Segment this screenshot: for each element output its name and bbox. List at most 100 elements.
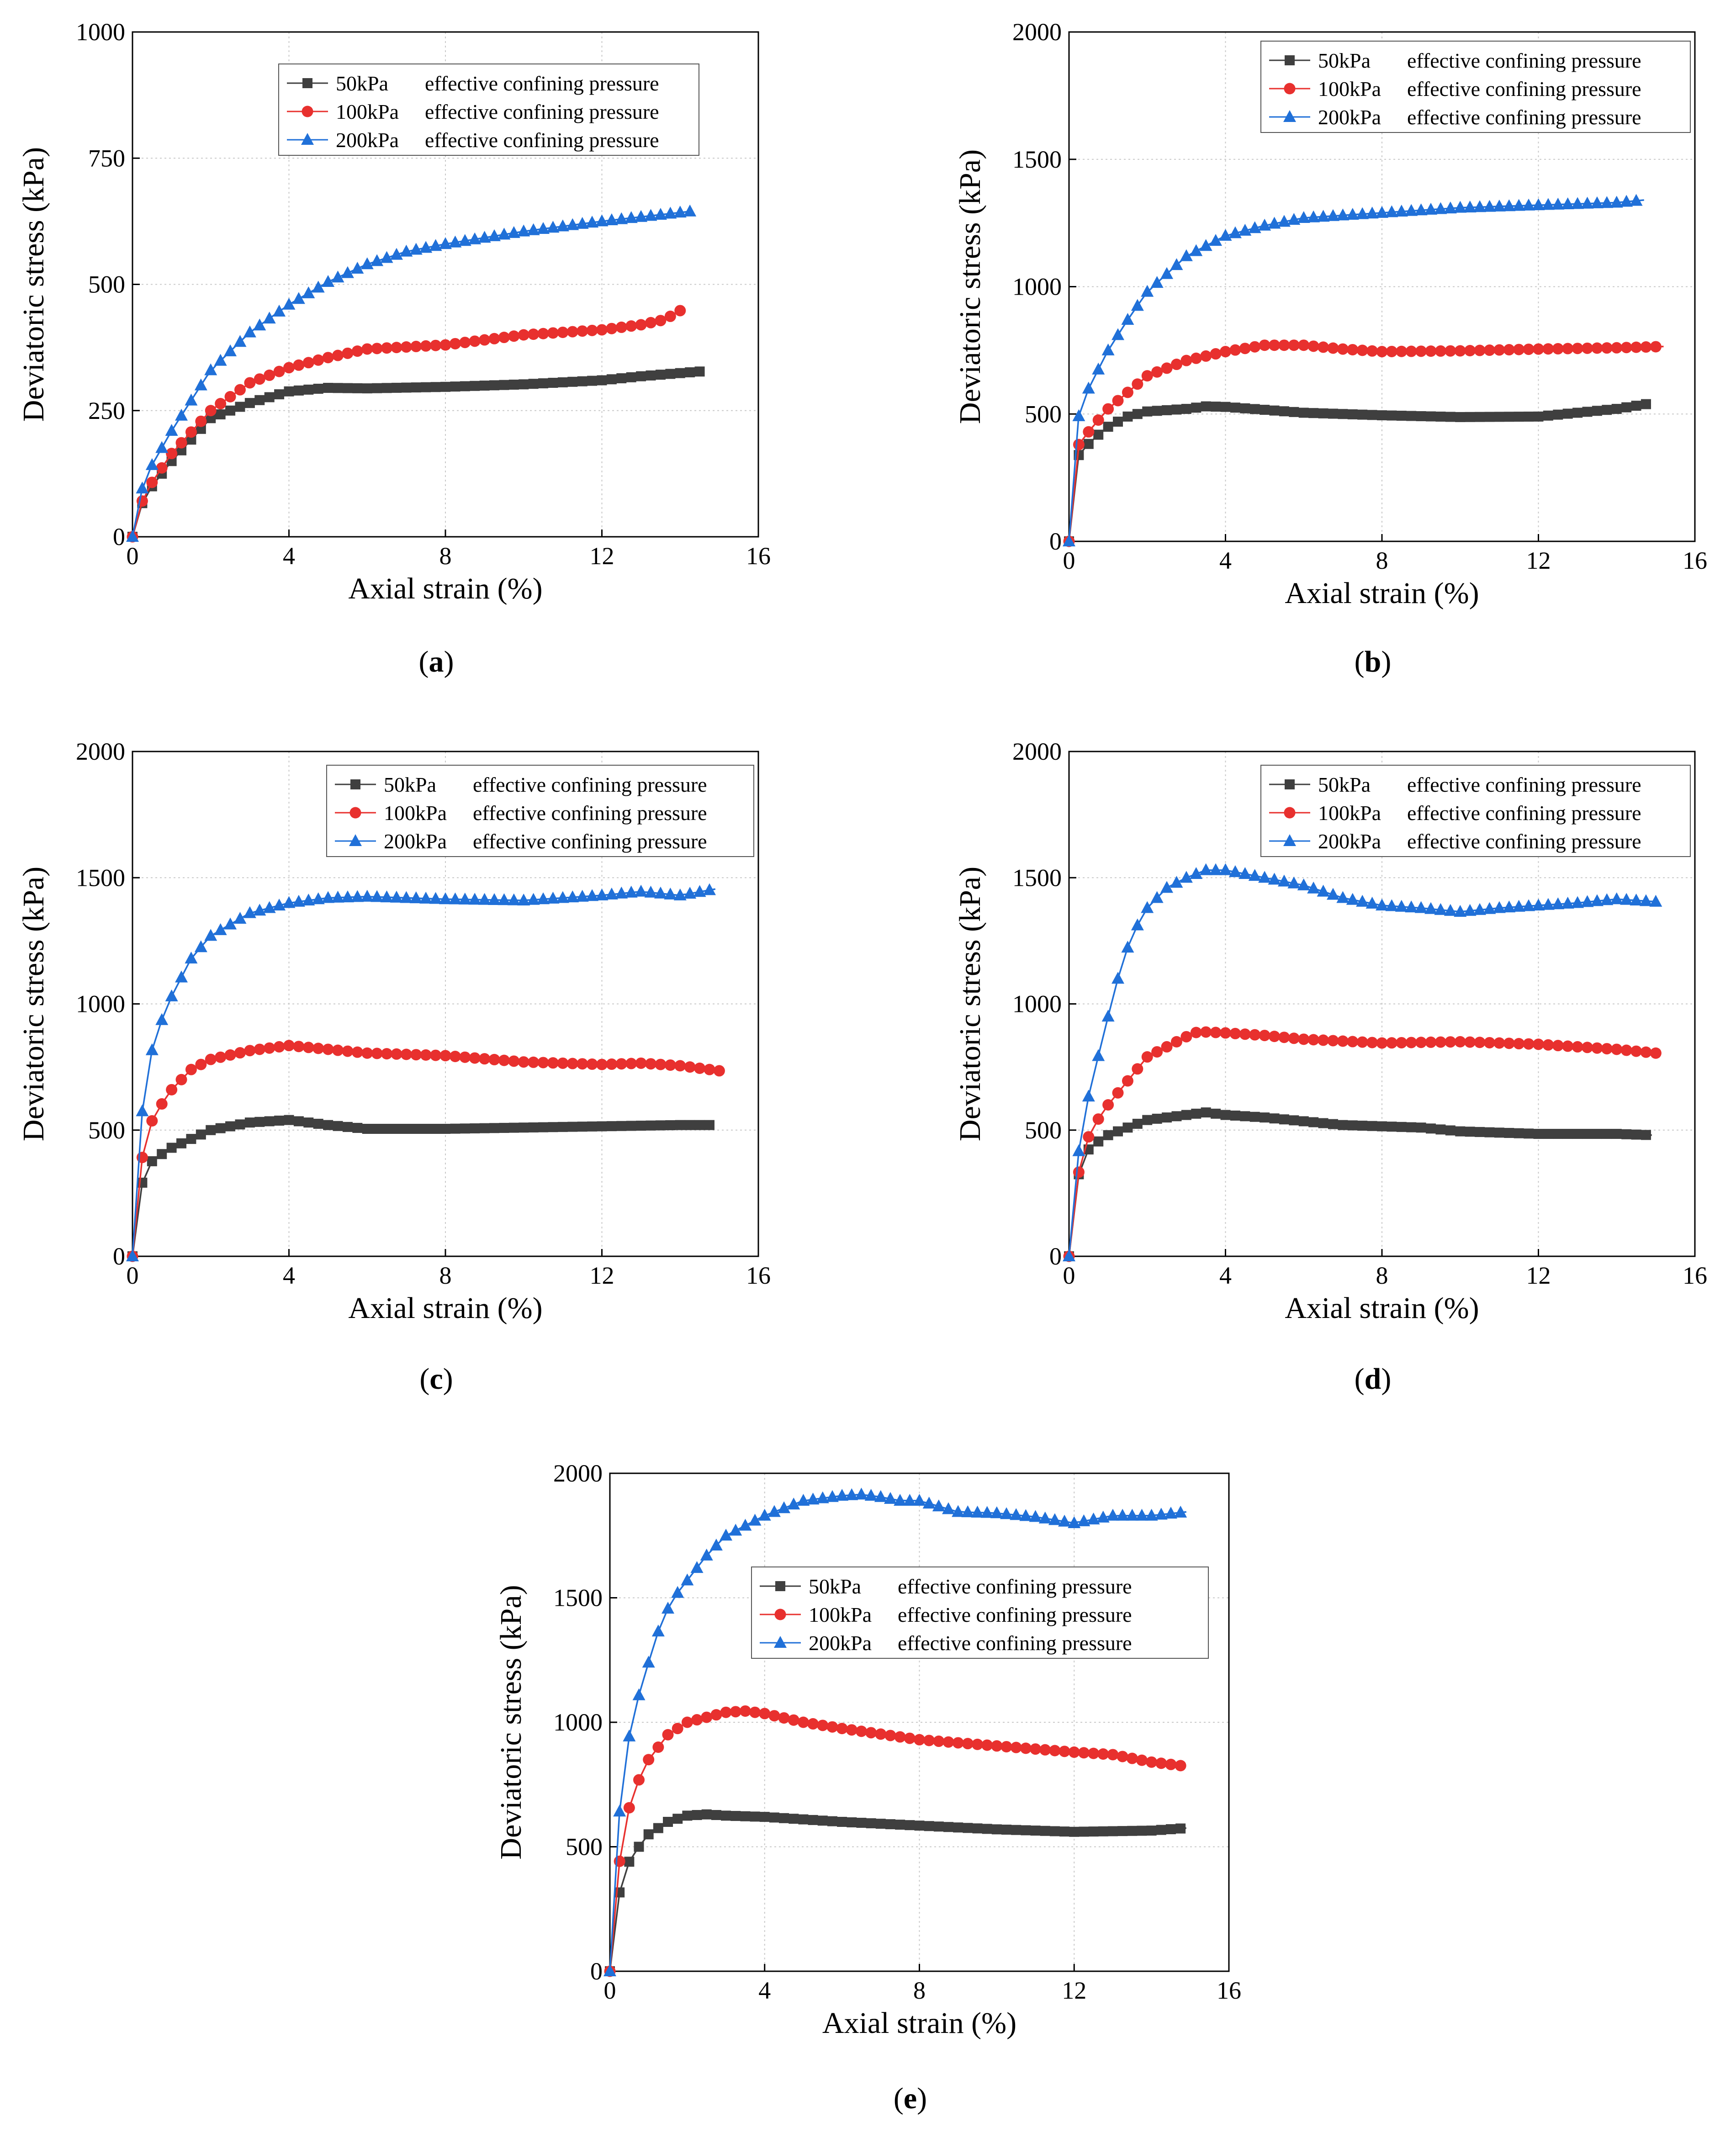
data-point-100kPa: [713, 1065, 725, 1077]
series-line-50kPa: [132, 370, 704, 537]
legend-series-name: 50kPa: [384, 773, 436, 796]
y-tick-label: 500: [88, 1117, 125, 1144]
x-tick-label: 16: [746, 1262, 771, 1289]
data-point-200kPa: [1131, 918, 1144, 931]
data-point-100kPa: [1434, 345, 1446, 357]
data-point-200kPa: [576, 217, 589, 229]
data-point-50kPa: [1152, 1113, 1162, 1124]
data-point-200kPa: [586, 889, 599, 901]
chart-panel-a: 0 4 8 12 16 0 250 500 750 1000 Axial strain (%) Dev…: [17, 18, 771, 678]
data-point-50kPa: [665, 1120, 676, 1131]
data-point-200kPa: [273, 304, 286, 317]
x-tick-label: 4: [283, 542, 295, 570]
data-point-200kPa: [409, 243, 423, 255]
legend-series-suffix: effective confining pressure: [473, 773, 707, 796]
data-point-200kPa: [126, 530, 139, 542]
data-point-200kPa: [1620, 893, 1633, 905]
data-point-50kPa: [655, 370, 666, 380]
data-point-200kPa: [1096, 1510, 1110, 1523]
data-point-50kPa: [1146, 1826, 1157, 1836]
data-point-100kPa: [1434, 1036, 1446, 1048]
data-point-100kPa: [205, 1053, 217, 1065]
data-point-200kPa: [1141, 901, 1154, 913]
data-point-200kPa: [1493, 199, 1506, 212]
data-point-100kPa: [1445, 1036, 1456, 1048]
y-tick-label: 2000: [553, 1460, 603, 1487]
data-point-200kPa: [224, 917, 237, 930]
legend-series-suffix: effective confining pressure: [898, 1575, 1132, 1598]
data-point-50kPa: [1475, 1127, 1485, 1137]
data-point-200kPa: [586, 216, 599, 228]
data-point-100kPa: [923, 1735, 935, 1746]
data-point-100kPa: [1092, 414, 1104, 426]
data-point-100kPa: [1249, 341, 1261, 353]
data-point-200kPa: [263, 901, 276, 913]
data-point-50kPa: [1631, 401, 1641, 411]
data-point-100kPa: [420, 1049, 432, 1061]
data-point-100kPa: [1151, 1046, 1163, 1058]
data-point-50kPa: [1030, 1826, 1041, 1836]
data-point-200kPa: [1414, 203, 1428, 216]
data-point-100kPa: [400, 341, 412, 353]
x-tick-label: 4: [1219, 547, 1232, 574]
y-tick-label: 0: [1049, 528, 1062, 555]
data-point-50kPa: [597, 375, 607, 386]
data-point-200kPa: [507, 893, 520, 905]
data-point-200kPa: [1483, 902, 1496, 914]
data-point-100kPa: [1141, 370, 1153, 382]
data-point-50kPa: [303, 384, 314, 395]
data-point-100kPa: [633, 1774, 645, 1786]
legend-series-name: 200kPa: [384, 830, 447, 853]
data-point-100kPa: [1039, 1744, 1051, 1756]
data-point-200kPa: [1532, 198, 1545, 211]
chart-panel-c: 0 4 8 12 16 0 500 1000 1500 2000 Axial strain (%) D…: [17, 738, 771, 1396]
data-point-100kPa: [1210, 1027, 1222, 1038]
data-point-200kPa: [155, 1013, 169, 1025]
data-point-100kPa: [1503, 1037, 1515, 1049]
data-point-200kPa: [233, 335, 247, 347]
data-point-100kPa: [942, 1736, 954, 1748]
data-point-100kPa: [674, 1060, 686, 1072]
legend-series-name: 100kPa: [336, 100, 399, 123]
data-point-50kPa: [254, 395, 265, 405]
series-100kPa: [127, 305, 686, 543]
data-point-50kPa: [1387, 1122, 1397, 1132]
series-200kPa: [1063, 194, 1644, 546]
data-point-50kPa: [885, 1819, 895, 1830]
y-axis-label: Deviatoric stress (kPa): [953, 867, 987, 1141]
data-point-100kPa: [1493, 1037, 1505, 1049]
data-point-100kPa: [1630, 341, 1642, 353]
data-point-200kPa: [1405, 204, 1418, 216]
data-point-100kPa: [293, 1041, 305, 1053]
legend-box: [278, 64, 699, 156]
data-point-50kPa: [1406, 1122, 1417, 1133]
data-point-200kPa: [498, 893, 511, 905]
data-point-100kPa: [596, 324, 608, 336]
data-point-50kPa: [391, 382, 402, 393]
data-point-200kPa: [1170, 876, 1183, 888]
data-point-200kPa: [576, 889, 589, 902]
data-point-200kPa: [292, 894, 305, 907]
data-point-200kPa: [1154, 1508, 1168, 1520]
data-point-100kPa: [1220, 346, 1231, 358]
data-point-50kPa: [646, 1120, 656, 1131]
data-point-200kPa: [175, 408, 188, 421]
data-point-50kPa: [616, 373, 627, 384]
data-point-100kPa: [1259, 1030, 1270, 1042]
data-point-200kPa: [673, 888, 687, 900]
data-point-100kPa: [1630, 1045, 1642, 1057]
data-point-50kPa: [597, 1121, 607, 1132]
data-point-100kPa: [1318, 1034, 1329, 1046]
data-point-50kPa: [636, 1121, 646, 1131]
y-tick-label: 2000: [76, 738, 125, 765]
data-point-50kPa: [1162, 405, 1172, 415]
data-point-200kPa: [1106, 1508, 1119, 1521]
data-point-100kPa: [826, 1721, 838, 1733]
data-point-200kPa: [194, 378, 207, 391]
data-point-50kPa: [1249, 404, 1260, 414]
data-point-100kPa: [1415, 345, 1427, 357]
data-point-100kPa: [302, 357, 314, 369]
data-point-50kPa: [1406, 411, 1417, 421]
data-point-50kPa: [381, 383, 392, 393]
data-point-50kPa: [1298, 407, 1309, 418]
